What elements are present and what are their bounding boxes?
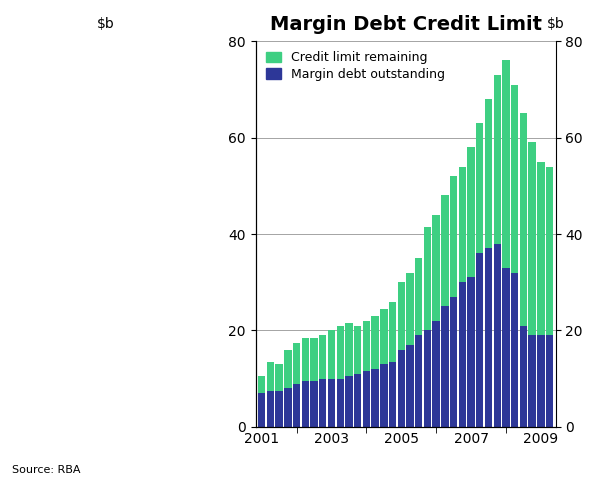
Bar (459, 282, 466, 427)
Bar (293, 343, 300, 384)
Bar (441, 195, 448, 306)
Bar (267, 362, 274, 391)
Bar (468, 277, 475, 427)
Bar (354, 374, 361, 427)
Bar (520, 325, 527, 427)
Bar (432, 321, 440, 427)
Bar (485, 249, 492, 427)
Bar (432, 215, 440, 321)
Legend: Credit limit remaining, Margin debt outstanding: Credit limit remaining, Margin debt outs… (262, 48, 448, 84)
Bar (380, 364, 388, 427)
Bar (529, 143, 536, 336)
Bar (380, 309, 388, 364)
Bar (258, 393, 266, 427)
Bar (301, 338, 309, 381)
Bar (328, 379, 335, 427)
Bar (537, 162, 545, 336)
Bar (493, 75, 501, 244)
Bar (493, 244, 501, 427)
Bar (258, 376, 266, 393)
Bar (398, 282, 405, 350)
Bar (319, 336, 327, 379)
Bar (520, 113, 527, 325)
Bar (337, 325, 344, 379)
Bar (319, 379, 327, 427)
Bar (459, 167, 466, 282)
Bar (485, 99, 492, 249)
Text: $b: $b (97, 17, 114, 32)
Bar (301, 381, 309, 427)
Bar (276, 364, 283, 391)
Bar (362, 372, 370, 427)
Bar (284, 388, 292, 427)
Bar (371, 369, 379, 427)
Bar (267, 391, 274, 427)
Bar (537, 336, 545, 427)
Bar (511, 273, 518, 427)
Bar (310, 381, 318, 427)
Bar (450, 176, 457, 297)
Bar (345, 376, 353, 427)
Bar (415, 336, 422, 427)
Bar (293, 384, 300, 427)
Bar (441, 306, 448, 427)
Bar (310, 338, 318, 381)
Bar (511, 84, 518, 273)
Bar (371, 316, 379, 369)
Bar (502, 60, 509, 268)
Bar (337, 379, 344, 427)
Bar (529, 336, 536, 427)
Bar (415, 258, 422, 336)
Bar (389, 301, 396, 362)
Bar (502, 268, 509, 427)
Bar (345, 323, 353, 376)
Bar (424, 331, 431, 427)
Bar (398, 350, 405, 427)
Bar (284, 350, 292, 388)
Bar (424, 227, 431, 331)
Bar (450, 297, 457, 427)
Text: $b: $b (547, 17, 565, 32)
Bar (476, 123, 483, 253)
Bar (362, 321, 370, 372)
Bar (546, 167, 553, 336)
Bar (468, 147, 475, 277)
Bar (354, 325, 361, 374)
Bar (406, 345, 414, 427)
Bar (546, 336, 553, 427)
Bar (276, 391, 283, 427)
Bar (476, 253, 483, 427)
Title: Margin Debt Credit Limit: Margin Debt Credit Limit (270, 15, 542, 34)
Bar (389, 362, 396, 427)
Bar (406, 273, 414, 345)
Text: Source: RBA: Source: RBA (12, 465, 81, 475)
Bar (328, 331, 335, 379)
